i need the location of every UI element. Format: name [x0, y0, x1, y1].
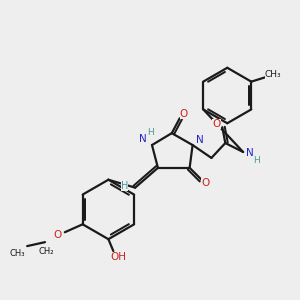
Text: OH: OH [110, 252, 126, 262]
Text: CH₃: CH₃ [10, 248, 25, 257]
Text: CH₂: CH₂ [38, 247, 54, 256]
Text: H: H [121, 181, 128, 191]
Text: O: O [212, 119, 220, 129]
Text: O: O [54, 230, 62, 240]
Text: O: O [180, 109, 188, 119]
Text: H: H [148, 128, 154, 137]
Text: N: N [139, 134, 147, 144]
Text: O: O [201, 178, 210, 188]
Text: CH₃: CH₃ [265, 70, 281, 79]
Text: N: N [246, 148, 254, 158]
Text: N: N [196, 135, 203, 145]
Text: H: H [254, 156, 260, 165]
